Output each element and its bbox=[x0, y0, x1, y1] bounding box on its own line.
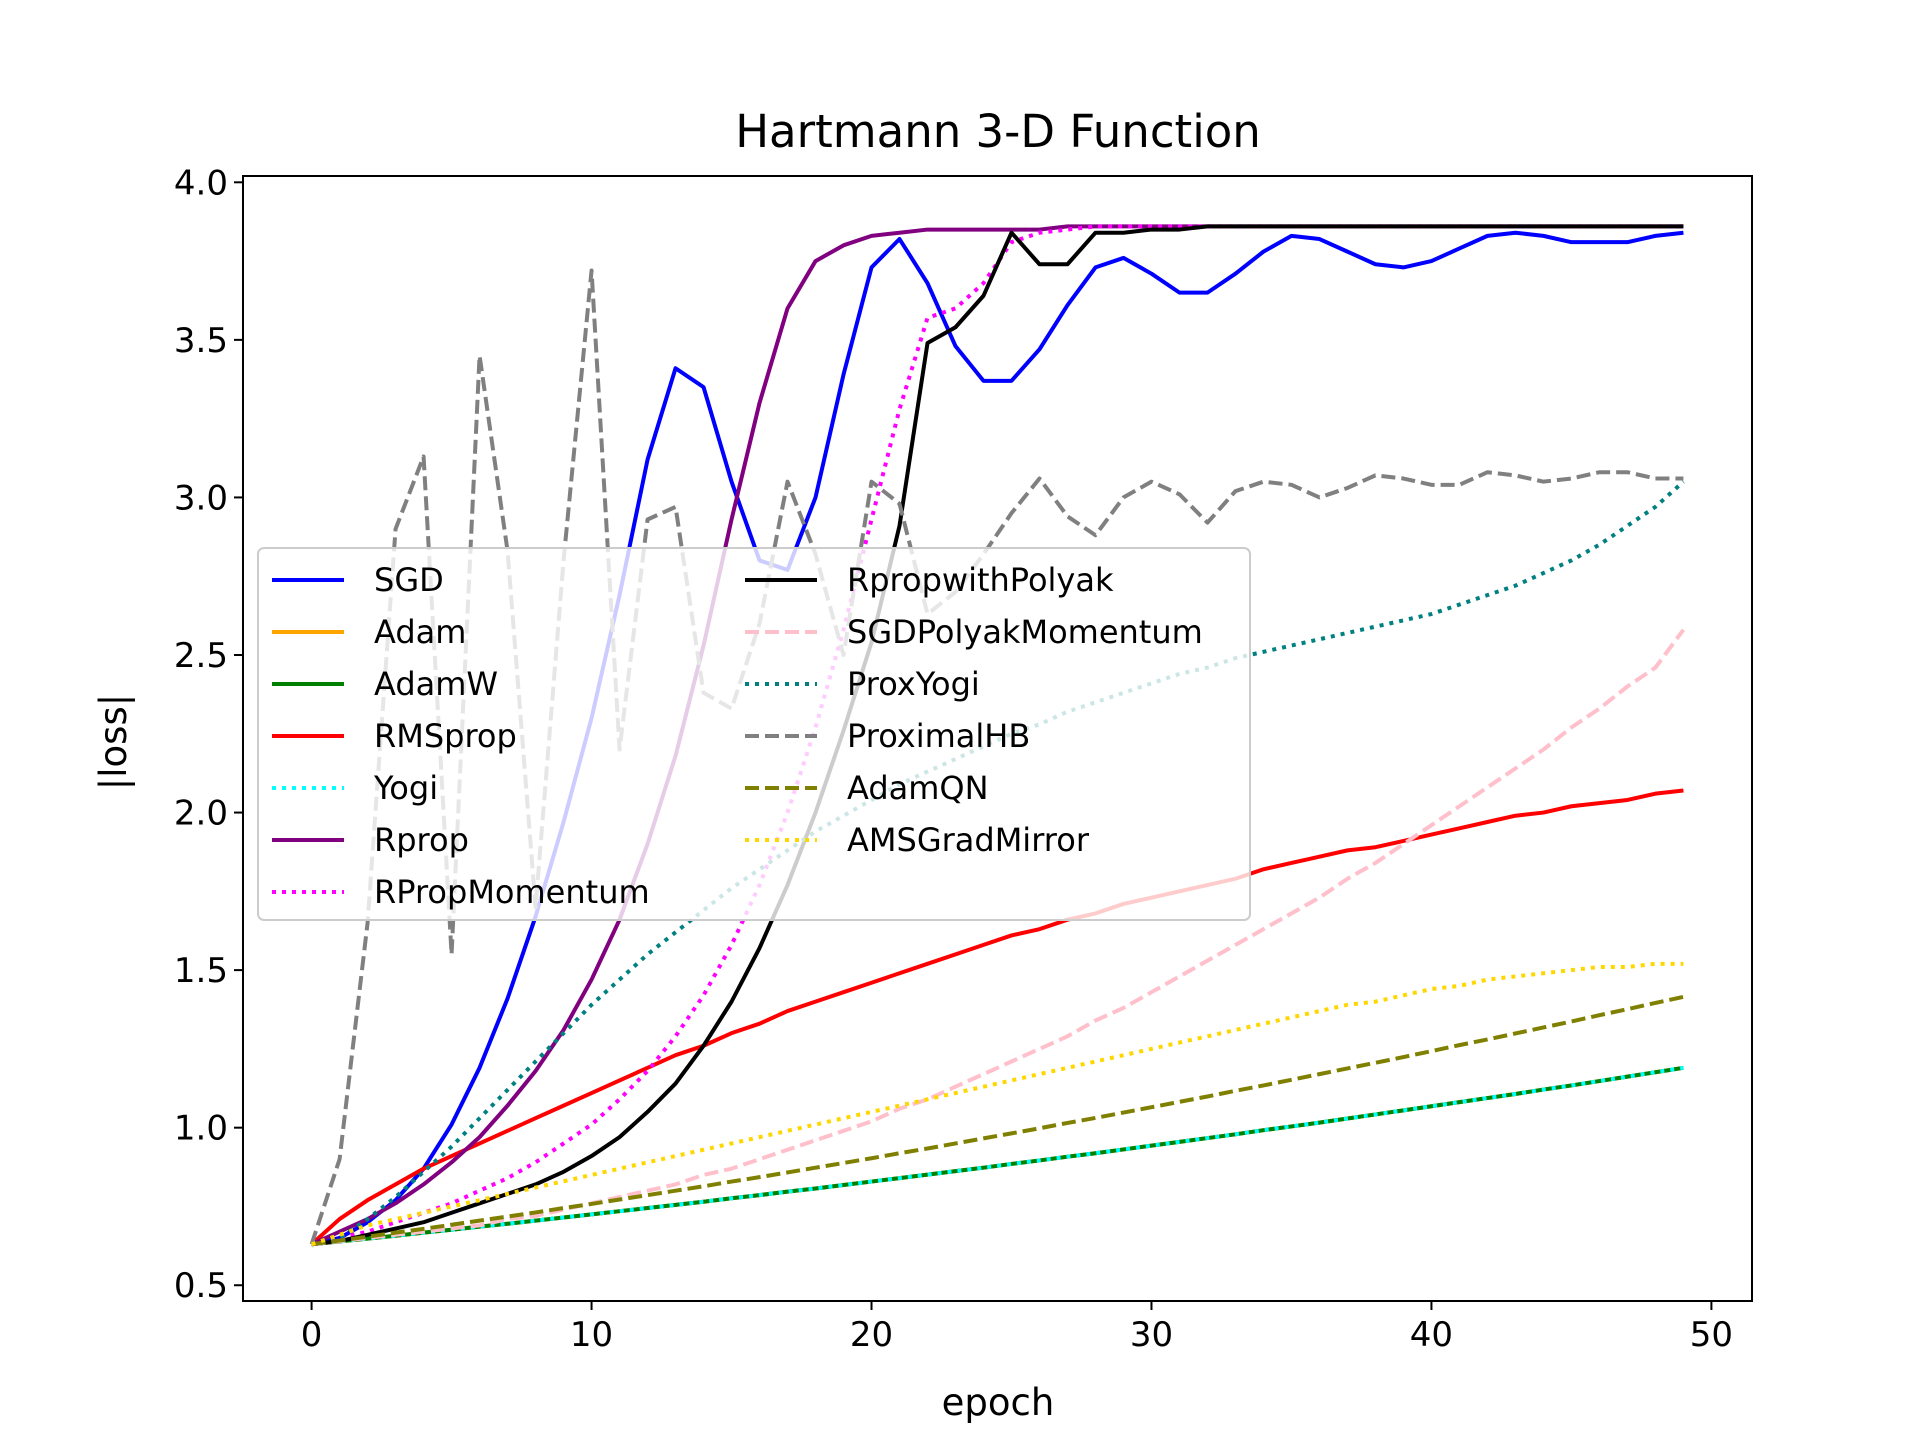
legend-item: Rprop bbox=[272, 821, 469, 859]
legend-item: AdamQN bbox=[745, 769, 989, 807]
y-tick-label: 3.5 bbox=[174, 321, 228, 361]
legend-item: AdamW bbox=[272, 665, 498, 703]
legend-label: ProximalHB bbox=[847, 717, 1030, 755]
y-tick-label: 2.5 bbox=[174, 636, 228, 676]
y-tick-label: 3.0 bbox=[174, 478, 228, 518]
legend-label: AdamW bbox=[374, 665, 498, 703]
y-tick-label: 2.0 bbox=[174, 794, 228, 834]
legend-label: SGDPolyakMomentum bbox=[847, 613, 1203, 651]
legend-item: SGD bbox=[272, 561, 444, 599]
legend-item: Yogi bbox=[272, 769, 438, 807]
x-tick-label: 40 bbox=[1410, 1315, 1453, 1355]
x-axis-ticks: 0 10 20 30 40 50 bbox=[301, 1301, 1733, 1355]
legend-label: Adam bbox=[374, 613, 466, 651]
legend-item: RpropwithPolyak bbox=[745, 561, 1114, 599]
legend-label: RpropwithPolyak bbox=[847, 561, 1114, 599]
legend-label: Rprop bbox=[374, 821, 469, 859]
legend-item: Adam bbox=[272, 613, 466, 651]
legend-label: ProxYogi bbox=[847, 665, 980, 703]
legend-item: ProximalHB bbox=[745, 717, 1030, 755]
legend-item: ProxYogi bbox=[745, 665, 980, 703]
plot-frame bbox=[242, 175, 1753, 1302]
x-tick-label: 10 bbox=[570, 1315, 613, 1355]
series-line-rmsprop bbox=[310, 788, 1684, 1246]
legend-label: RPropMomentum bbox=[374, 873, 650, 911]
legend: SGD Adam AdamW RMSprop Yogi Rprop RPropMomentu… bbox=[257, 547, 1251, 921]
legend-label: SGD bbox=[374, 561, 444, 599]
x-tick-label: 0 bbox=[301, 1315, 323, 1355]
x-tick-label: 30 bbox=[1130, 1315, 1173, 1355]
legend-item: RMSprop bbox=[272, 717, 517, 755]
legend-label: AMSGradMirror bbox=[847, 821, 1090, 859]
x-tick-label: 50 bbox=[1690, 1315, 1733, 1355]
chart-title: Hartmann 3-D Function bbox=[735, 105, 1261, 158]
legend-label: RMSprop bbox=[374, 717, 517, 755]
y-axis-ticks: 0.5 1.0 1.5 2.0 2.5 3.0 3.5 4.0 bbox=[174, 163, 243, 1306]
series-line-yogi bbox=[311, 1065, 1684, 1247]
series-line-amsgradmirror bbox=[310, 961, 1684, 1247]
series-line-rpropwithpolyak bbox=[311, 224, 1684, 1247]
legend-label: Yogi bbox=[373, 769, 438, 807]
x-tick-label: 20 bbox=[850, 1315, 893, 1355]
series-line-sgdpolyakmomentum bbox=[311, 628, 1686, 1247]
series-line-adamqn bbox=[311, 994, 1684, 1247]
legend-item: AMSGradMirror bbox=[745, 821, 1090, 859]
x-axis-label: epoch bbox=[942, 1381, 1055, 1424]
y-tick-label: 1.0 bbox=[174, 1109, 228, 1149]
y-tick-label: 1.5 bbox=[174, 951, 228, 991]
legend-label: AdamQN bbox=[847, 769, 989, 807]
y-tick-label: 4.0 bbox=[174, 163, 228, 203]
legend-item: RPropMomentum bbox=[272, 873, 650, 911]
y-tick-label: 0.5 bbox=[174, 1266, 228, 1306]
y-axis-label: |loss| bbox=[92, 694, 135, 790]
legend-item: SGDPolyakMomentum bbox=[745, 613, 1203, 651]
